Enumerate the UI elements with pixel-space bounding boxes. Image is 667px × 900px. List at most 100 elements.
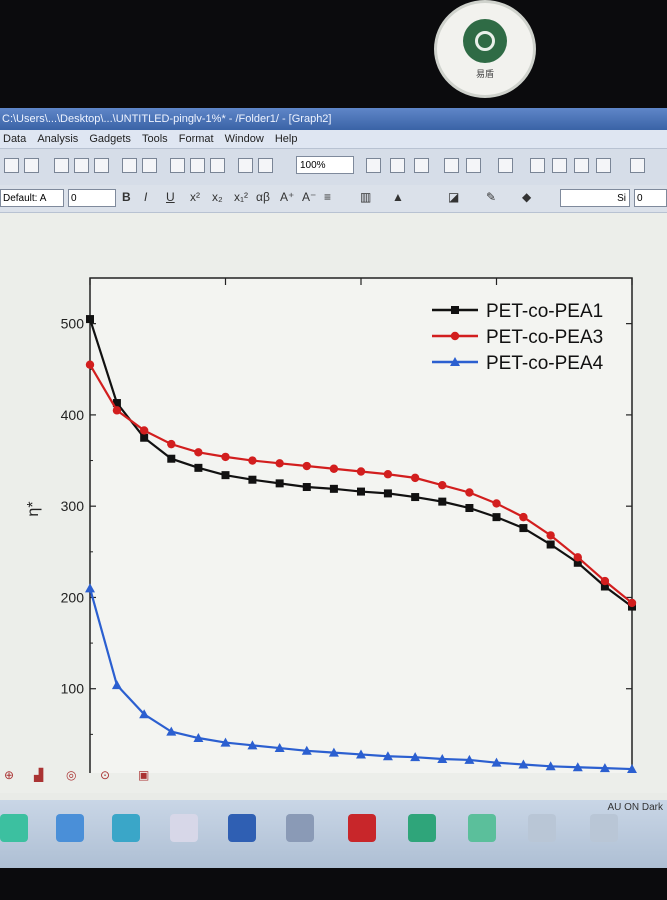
pattern-icon[interactable]: ▥ <box>360 190 372 204</box>
data-point-s3 <box>85 583 95 593</box>
superscript-button[interactable]: x² <box>190 190 200 204</box>
data-point-s2 <box>302 461 311 471</box>
app-icon-11[interactable] <box>590 814 618 842</box>
layout-icon[interactable] <box>596 158 611 173</box>
line-color-icon[interactable]: ✎ <box>486 190 497 204</box>
menu-format[interactable]: Format <box>178 133 214 145</box>
data-point-s3 <box>139 709 150 719</box>
workbook-icon[interactable] <box>170 158 185 173</box>
data-point-s3 <box>220 737 231 747</box>
underline-button[interactable]: U <box>166 190 175 204</box>
monitor-screen: C:\Users\...\Desktop\...\UNTITLED-pinglv… <box>0 108 667 868</box>
data-point-s3 <box>464 754 475 764</box>
layer-icon-1[interactable]: ⊕ <box>4 768 15 782</box>
data-point-s2 <box>85 360 95 369</box>
decrease-font-button[interactable]: A⁻ <box>302 190 317 204</box>
data-point-s2 <box>221 452 230 462</box>
data-point-s1 <box>411 493 420 502</box>
bold-button[interactable]: B <box>122 190 131 204</box>
line-width-select[interactable]: 0 <box>634 189 667 207</box>
graph-icon[interactable] <box>190 158 205 173</box>
word-icon[interactable] <box>228 814 256 842</box>
app-icon-3[interactable] <box>112 814 140 842</box>
code-builder-icon[interactable] <box>552 158 567 173</box>
project-explorer-icon[interactable] <box>498 158 513 173</box>
new-icon[interactable] <box>4 158 19 173</box>
refresh-icon[interactable] <box>238 158 253 173</box>
data-point-s3 <box>437 754 448 764</box>
open-icon[interactable] <box>24 158 39 173</box>
data-point-s1 <box>492 513 501 522</box>
taskbar: AU ON Dark <box>0 800 667 868</box>
menu-window[interactable]: Window <box>224 133 264 145</box>
symbol-icon[interactable]: ◆ <box>522 190 532 204</box>
export-icon[interactable] <box>390 158 405 173</box>
app-icon-4[interactable] <box>170 814 198 842</box>
layer-icon-3[interactable]: ◎ <box>66 768 77 782</box>
save-icon[interactable] <box>74 158 89 173</box>
app-icon-8[interactable] <box>408 814 436 842</box>
font-select[interactable]: Default: A <box>0 189 64 207</box>
help-icon[interactable] <box>574 158 589 173</box>
pdf-icon[interactable] <box>348 814 376 842</box>
data-point-s1 <box>302 483 311 492</box>
sup-sub-button[interactable]: x₁² <box>234 190 249 204</box>
user-icon[interactable] <box>286 814 314 842</box>
menu-data[interactable]: Data <box>3 133 27 145</box>
font-color-icon[interactable]: ▲ <box>392 190 404 204</box>
menu-gadgets[interactable]: Gadgets <box>89 133 131 145</box>
italic-button[interactable]: I <box>144 190 148 204</box>
menu-help[interactable]: Help <box>274 133 298 145</box>
font-size-select[interactable]: 0 <box>68 189 116 207</box>
data-point-s3 <box>111 680 122 690</box>
data-point-s3 <box>518 759 529 769</box>
layer-icon-2[interactable]: ▟ <box>34 768 44 782</box>
window-title: C:\Users\...\Desktop\...\UNTITLED-pinglv… <box>0 108 667 130</box>
import-icon[interactable] <box>122 158 137 173</box>
subscript-button[interactable]: x₂ <box>212 190 223 204</box>
data-point-s1 <box>140 433 149 442</box>
notes-icon[interactable] <box>444 158 459 173</box>
data-point-s1 <box>86 315 94 324</box>
legend-marker-1 <box>451 306 459 314</box>
y-axis-label: η* <box>25 501 42 516</box>
legend-marker-2 <box>450 331 460 341</box>
app-icon-9[interactable] <box>468 814 496 842</box>
data-point-s1 <box>546 540 555 549</box>
data-point-s1 <box>112 399 121 408</box>
layer-icon-4[interactable]: ⊙ <box>100 768 111 782</box>
greek-button[interactable]: αβ <box>256 190 270 204</box>
add-column-icon[interactable] <box>630 158 645 173</box>
legend-label-2: PET-co-PEA3 <box>486 327 603 348</box>
save-template-icon[interactable] <box>94 158 109 173</box>
data-point-s1 <box>194 463 203 472</box>
data-point-s2 <box>465 488 474 497</box>
print-preview-icon[interactable] <box>366 158 381 173</box>
menu-tools[interactable]: Tools <box>142 133 168 145</box>
data-point-s2 <box>519 512 528 522</box>
data-point-s2 <box>438 480 447 490</box>
watermark-label: 易盾 <box>475 68 494 79</box>
zoom-select[interactable]: 100% <box>296 156 354 174</box>
layer-icon-5[interactable]: ▣ <box>138 768 150 782</box>
print-icon[interactable] <box>142 158 157 173</box>
matrix-icon[interactable] <box>210 158 225 173</box>
data-point-s3 <box>356 749 366 759</box>
fill-color-icon[interactable]: ◪ <box>448 190 460 204</box>
layer-icon[interactable] <box>414 158 429 173</box>
data-point-s2 <box>112 406 122 415</box>
app-icon-10[interactable] <box>528 814 556 842</box>
results-log-icon[interactable] <box>466 158 481 173</box>
data-point-s2 <box>492 499 501 508</box>
menu-bar: Data Analysis Gadgets Tools Format Windo… <box>0 130 667 148</box>
folder-icon[interactable] <box>54 158 69 173</box>
run-icon[interactable] <box>258 158 273 173</box>
app-icon-2[interactable] <box>56 814 84 842</box>
command-window-icon[interactable] <box>530 158 545 173</box>
app-icon-1[interactable] <box>0 814 28 842</box>
data-point-s1 <box>357 487 365 496</box>
line-style-select[interactable]: Si <box>560 189 630 207</box>
menu-analysis[interactable]: Analysis <box>37 133 79 145</box>
increase-font-button[interactable]: A⁺ <box>280 190 295 204</box>
align-icon[interactable]: ≡ <box>324 190 332 204</box>
